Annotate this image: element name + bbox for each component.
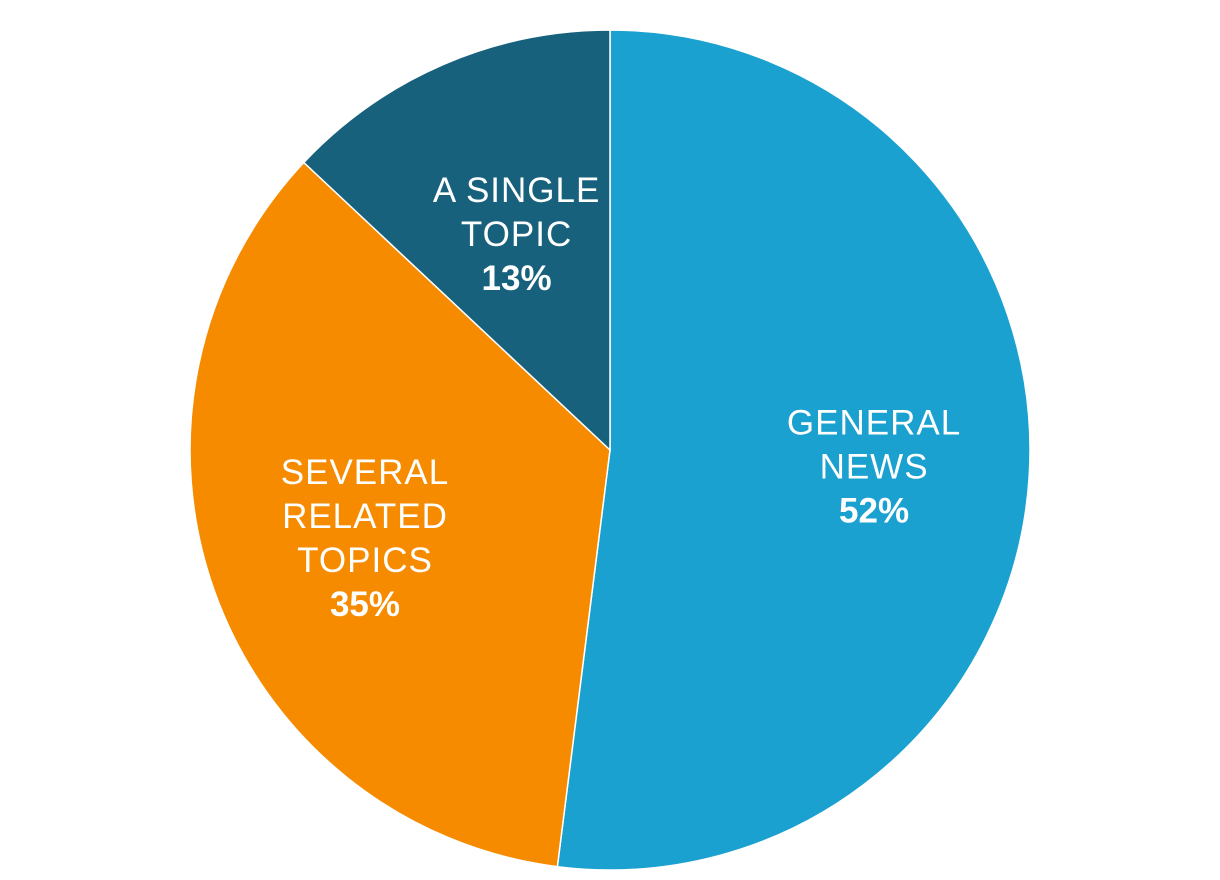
slice-name-label: NEWS: [820, 448, 929, 487]
slice-label-a-single-topic: A SINGLE TOPIC 13%: [433, 171, 601, 298]
pie-slice-several-related-topics: [189, 161, 611, 868]
slice-name-label: A SINGLE: [433, 171, 601, 210]
pie-slice-general-news: [556, 29, 1031, 871]
slice-name-label: RELATED: [282, 497, 448, 536]
slice-value-label: 35%: [330, 585, 400, 624]
slice-value-label: 13%: [482, 259, 552, 298]
slice-name-label: TOPIC: [461, 215, 572, 254]
slice-name-label: TOPICS: [297, 541, 433, 580]
slice-value-label: 52%: [839, 492, 909, 531]
pie-slice-a-single-topic: [302, 29, 611, 452]
slice-label-general-news: GENERAL NEWS 52%: [787, 404, 961, 531]
slice-name-label: GENERAL: [787, 404, 961, 443]
slice-label-several-related-topics: SEVERAL RELATED TOPICS 35%: [281, 453, 449, 624]
slice-name-label: SEVERAL: [281, 453, 449, 492]
